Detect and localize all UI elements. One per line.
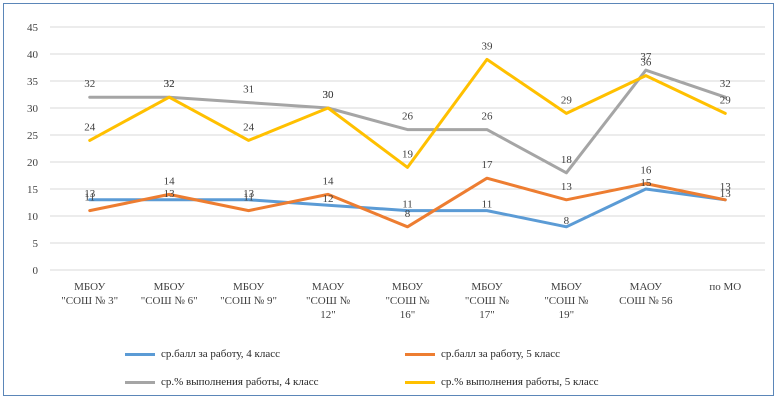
y-tick-label: 35	[27, 76, 39, 88]
data-label-series-1: 11	[482, 199, 493, 211]
x-category-label: МБОУ "СОШ № 16"	[385, 281, 430, 321]
x-category-label: по МО	[709, 281, 741, 293]
data-label-series-2: 8	[405, 208, 411, 220]
series-lines	[88, 57, 727, 229]
data-label-series-4: 19	[402, 148, 414, 160]
y-tick-label: 40	[27, 49, 39, 61]
x-category-label: МБОУ "СОШ № 3"	[61, 281, 118, 307]
data-label-series-4: 39	[481, 40, 493, 52]
data-label-series-1: 12	[323, 193, 334, 205]
series-line-2	[88, 176, 727, 229]
x-axis-categories: МБОУ "СОШ № 3" МБОУ "СОШ № 6" МБОУ "СОШ № 9" М…	[61, 281, 741, 321]
data-label-series-4: 29	[720, 94, 732, 106]
x-category-label: МБОУ "СОШ № 6"	[141, 281, 198, 307]
data-label-series-4: 24	[243, 121, 255, 133]
data-label-series-2: 11	[84, 192, 95, 204]
data-label-series-4: 24	[84, 121, 96, 133]
y-tick-label: 15	[27, 184, 39, 196]
data-label-series-1: 13	[84, 188, 96, 200]
x-category-label: МБОУ "СОШ № 9"	[220, 281, 277, 307]
data-label-series-2: 13	[561, 181, 573, 193]
data-label-series-1: 15	[640, 177, 652, 189]
data-label-series-3: 32	[164, 78, 175, 90]
data-label-series-2: 16	[640, 165, 652, 177]
x-category-label: МБОУ "СОШ № 17"	[465, 281, 510, 321]
y-tick-label: 10	[27, 211, 39, 223]
y-tick-label: 0	[33, 265, 39, 277]
data-label-series-2: 14	[164, 175, 176, 187]
data-label-series-4: 36	[640, 57, 652, 69]
x-category-label: МБОУ "СОШ № 19"	[544, 281, 589, 321]
x-category-label: МАОУ "СОШ № 12"	[306, 281, 351, 321]
data-label-series-1: 13	[243, 188, 255, 200]
data-label-series-3: 26	[402, 111, 414, 123]
data-label-series-3: 32	[720, 78, 731, 90]
y-axis-ticks: 0 5 10 15 20 25 30 35 40 45	[27, 22, 39, 277]
data-label-series-3: 30	[323, 89, 335, 101]
data-label-series-1: 13	[720, 188, 732, 200]
series-line-3	[88, 68, 727, 175]
y-tick-label: 30	[27, 103, 39, 115]
y-tick-label: 20	[27, 157, 39, 169]
data-label-series-3: 37	[640, 51, 652, 63]
data-label-series-2: 14	[323, 175, 335, 187]
y-tick-label: 45	[27, 22, 39, 34]
y-tick-label: 5	[33, 238, 39, 250]
y-tick-label: 25	[27, 130, 39, 142]
data-label-series-2: 13	[720, 181, 732, 193]
data-label-series-3: 18	[561, 154, 573, 166]
x-category-label: МАОУ СОШ № 56	[619, 281, 673, 307]
data-label-series-4: 29	[561, 94, 573, 106]
data-label-series-1: 8	[564, 215, 570, 227]
data-label-series-1: 13	[164, 188, 176, 200]
data-label-series-2: 11	[243, 192, 254, 204]
data-label-series-2: 17	[481, 159, 493, 171]
data-label-series-3: 32	[84, 78, 95, 90]
data-label-series-1: 11	[402, 199, 413, 211]
data-label-series-3: 31	[243, 84, 254, 96]
data-label-series-4: 32	[164, 78, 175, 90]
data-label-series-3: 26	[481, 111, 493, 123]
gridlines	[50, 26, 765, 271]
series-line-4	[88, 57, 727, 169]
data-label-series-4: 30	[323, 89, 335, 101]
